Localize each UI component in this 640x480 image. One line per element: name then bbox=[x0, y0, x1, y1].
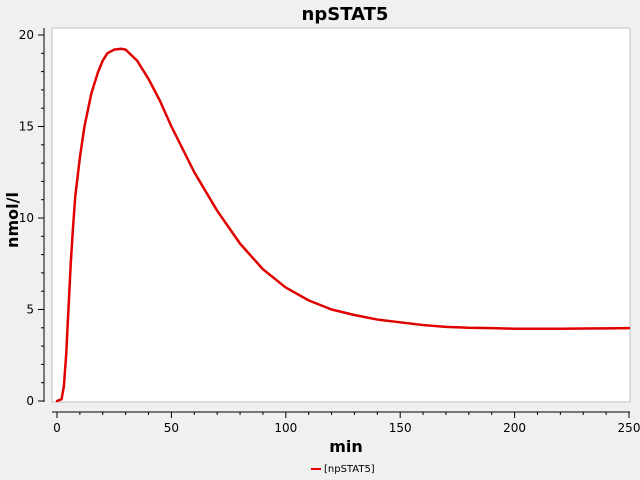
legend: [npSTAT5] bbox=[311, 464, 375, 475]
y-ticks: 0 5 10 15 20 bbox=[19, 28, 44, 408]
x-tick-label: 0 bbox=[53, 421, 61, 435]
y-tick-label: 20 bbox=[19, 28, 34, 42]
x-tick-label: 250 bbox=[618, 421, 640, 435]
y-axis-label: nmol/l bbox=[3, 192, 22, 248]
y-tick-label: 10 bbox=[19, 211, 34, 225]
x-ticks: 0 50 100 150 200 250 bbox=[53, 412, 640, 435]
y-tick-label: 5 bbox=[26, 303, 34, 317]
x-tick-label: 50 bbox=[164, 421, 179, 435]
legend-label: [npSTAT5] bbox=[324, 464, 375, 475]
x-tick-label: 200 bbox=[503, 421, 526, 435]
x-axis-label: min bbox=[329, 437, 363, 456]
y-tick-label: 15 bbox=[19, 120, 34, 134]
x-tick-label: 150 bbox=[389, 421, 412, 435]
plot-area bbox=[51, 27, 631, 403]
series-line-npstat5 bbox=[55, 47, 631, 403]
y-tick-label: 0 bbox=[26, 394, 34, 408]
x-tick-label: 100 bbox=[274, 421, 297, 435]
chart-title: npSTAT5 bbox=[302, 4, 389, 25]
series-group bbox=[55, 47, 631, 403]
